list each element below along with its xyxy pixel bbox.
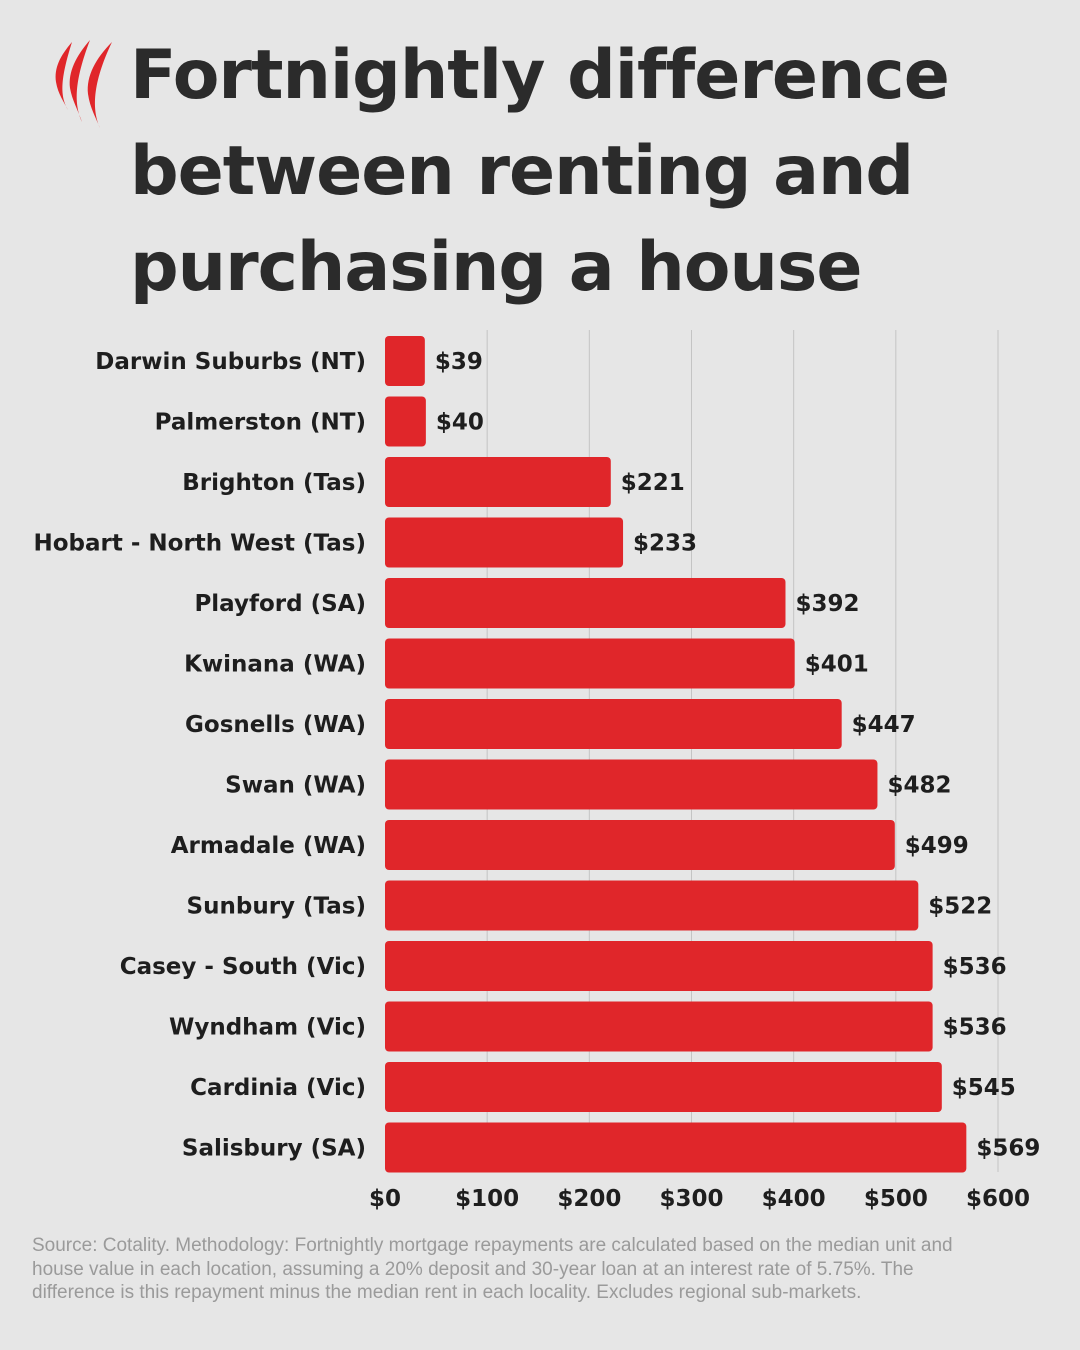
value-label: $499 <box>905 833 969 859</box>
value-label: $536 <box>943 954 1007 980</box>
sbs-flame-icon <box>55 40 112 128</box>
x-tick-label: $200 <box>557 1186 621 1212</box>
category-label: Hobart - North West (Tas) <box>33 531 366 557</box>
bar-chart: Darwin Suburbs (NT) $39 Palmerston (NT) $40… <box>33 330 1040 1212</box>
bar <box>385 1001 933 1052</box>
flame-stroke-1 <box>55 42 72 110</box>
category-label: Armadale (WA) <box>171 833 366 859</box>
title-line-1: Fortnightly difference <box>130 36 950 115</box>
flame-stroke-2 <box>69 40 90 122</box>
category-label: Kwinana (WA) <box>184 652 366 678</box>
bar <box>385 336 425 386</box>
bar <box>385 1122 967 1173</box>
value-label: $233 <box>633 531 697 557</box>
value-label: $392 <box>795 591 859 617</box>
category-label: Palmerston (NT) <box>155 410 366 436</box>
x-tick-label: $100 <box>455 1186 519 1212</box>
x-tick-label: $400 <box>762 1186 826 1212</box>
title-line-3: purchasing a house <box>130 228 862 307</box>
bar <box>385 457 611 507</box>
value-label: $39 <box>435 349 483 375</box>
bar <box>385 759 878 810</box>
bar <box>385 396 426 447</box>
category-label: Gosnells (WA) <box>185 712 366 738</box>
value-label: $40 <box>436 410 484 436</box>
category-label: Swan (WA) <box>225 773 366 799</box>
bar <box>385 880 919 931</box>
category-label: Playford (SA) <box>194 591 366 617</box>
category-label: Darwin Suburbs (NT) <box>95 349 366 375</box>
chart-title: Fortnightly difference between renting a… <box>130 28 1060 316</box>
x-tick-label: $300 <box>659 1186 723 1212</box>
bar <box>385 941 933 991</box>
category-label: Salisbury (SA) <box>182 1136 366 1162</box>
category-label: Wyndham (Vic) <box>169 1015 366 1041</box>
x-tick-label: $500 <box>864 1186 928 1212</box>
bar <box>385 638 795 689</box>
value-label: $221 <box>621 470 685 496</box>
category-label: Sunbury (Tas) <box>187 894 366 920</box>
bar <box>385 820 895 870</box>
bar <box>385 517 624 568</box>
value-label: $569 <box>976 1136 1040 1162</box>
value-label: $482 <box>887 773 951 799</box>
category-label: Brighton (Tas) <box>182 470 366 496</box>
value-label: $522 <box>928 894 992 920</box>
flame-stroke-3 <box>87 42 112 128</box>
x-tick-label: $0 <box>369 1186 401 1212</box>
x-tick-label: $600 <box>966 1186 1030 1212</box>
category-label: Cardinia (Vic) <box>190 1075 366 1101</box>
bar <box>385 699 842 749</box>
value-label: $447 <box>852 712 916 738</box>
category-label: Casey - South (Vic) <box>120 954 366 980</box>
title-line-2: between renting and <box>130 132 914 211</box>
value-label: $401 <box>805 652 869 678</box>
bar <box>385 1062 942 1112</box>
source-note: Source: Cotality. Methodology: Fortnight… <box>32 1235 953 1303</box>
value-label: $536 <box>943 1015 1007 1041</box>
bar <box>385 578 786 628</box>
value-label: $545 <box>952 1075 1016 1101</box>
